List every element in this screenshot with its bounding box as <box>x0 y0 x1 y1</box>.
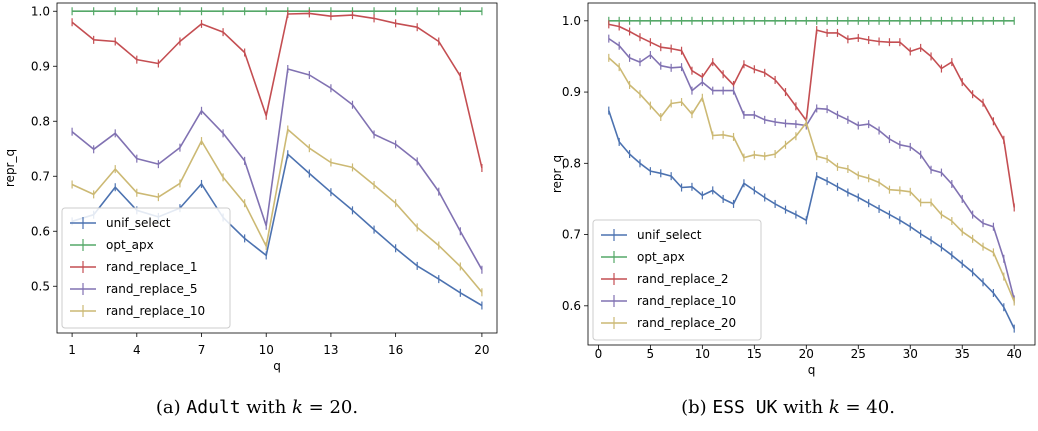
y-tick-label: 0.7 <box>562 228 581 242</box>
y-tick-label: 0.8 <box>562 156 581 170</box>
series-line-rand_replace_2 <box>608 23 1015 208</box>
x-tick-label: 40 <box>1007 347 1022 361</box>
legend-entry: rand_replace_5 <box>106 282 197 296</box>
x-tick-label: 15 <box>747 347 762 361</box>
x-tick-label: 20 <box>474 343 489 357</box>
legend-box <box>592 219 762 341</box>
plot-frame <box>56 2 498 334</box>
x-tick-label: 1 <box>68 343 76 357</box>
y-tick-label: 1.0 <box>562 14 581 28</box>
legend-entry: unif_select <box>637 228 702 242</box>
x-axis-label: q <box>808 363 816 377</box>
caption-b: (b) ESS UK with k = 40. <box>681 397 895 418</box>
x-tick-label: 16 <box>388 343 403 357</box>
x-tick-label: 25 <box>851 347 866 361</box>
x-tick-label: 7 <box>198 343 206 357</box>
legend-entry: rand_replace_1 <box>106 260 197 274</box>
y-tick-label: 1.0 <box>31 4 50 18</box>
y-tick-label: 0.6 <box>562 299 581 313</box>
chart-panel-b: 0.6 0.7 0.8 0.9 1.0 0 5 10 15 20 25 30 35 40 q repr_qun… <box>550 2 1036 377</box>
legend-entry: unif_select <box>106 216 171 230</box>
x-tick-label: 5 <box>647 347 655 361</box>
legend-entry: opt_apx <box>106 238 154 252</box>
y-axis-label: repr_q <box>3 149 17 187</box>
plot-frame <box>587 2 1036 346</box>
x-tick-label: 13 <box>323 343 338 357</box>
y-axis-label: repr_q <box>550 155 564 193</box>
legend-entry: opt_apx <box>637 250 685 264</box>
x-tick-label: 30 <box>903 347 918 361</box>
series-line-rand_replace_10 <box>71 128 483 293</box>
legend-entry: rand_replace_20 <box>637 316 736 330</box>
x-tick-label: 10 <box>259 343 274 357</box>
x-tick-label: 20 <box>799 347 814 361</box>
series-line-unif_select <box>608 110 1015 329</box>
legend-box <box>61 207 231 329</box>
series-line-rand_replace_1 <box>71 12 483 169</box>
legend-entry: rand_replace_10 <box>637 294 736 308</box>
x-tick-label: 0 <box>595 347 603 361</box>
y-tick-label: 0.6 <box>31 224 50 238</box>
chart-panel-a: 0.5 0.6 0.7 0.8 0.9 1.0 1 4 7 10 13 16 20 q repr_qunif… <box>3 2 498 373</box>
x-tick-label: 35 <box>955 347 970 361</box>
series-line-rand_replace_5 <box>71 68 483 271</box>
y-tick-label: 0.7 <box>31 169 50 183</box>
y-tick-label: 0.5 <box>31 279 50 293</box>
x-axis-label: q <box>273 359 281 373</box>
y-tick-label: 0.9 <box>562 85 581 99</box>
caption-a: (a) Adult with k = 20. <box>156 397 358 418</box>
x-tick-label: 4 <box>133 343 141 357</box>
legend-entry: rand_replace_2 <box>637 272 728 286</box>
x-tick-label: 10 <box>695 347 710 361</box>
y-tick-label: 0.9 <box>31 59 50 73</box>
series-line-rand_replace_20 <box>608 57 1015 302</box>
y-tick-label: 0.8 <box>31 114 50 128</box>
legend-entry: rand_replace_10 <box>106 304 205 318</box>
series-line-rand_replace_10 <box>608 37 1015 300</box>
